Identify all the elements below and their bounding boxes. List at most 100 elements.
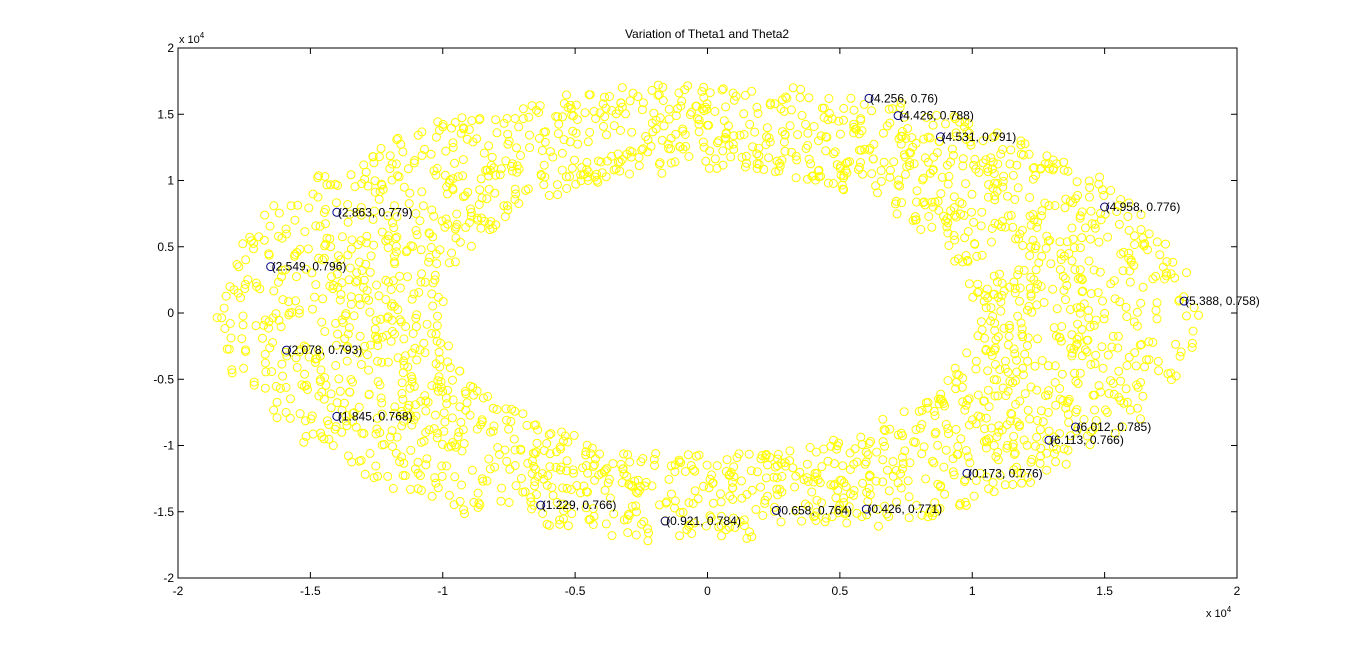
scatter-point <box>1001 391 1011 401</box>
scatter-point <box>747 86 757 96</box>
scatter-point <box>947 144 957 154</box>
scatter-point <box>983 167 993 177</box>
scatter-point <box>487 152 497 162</box>
scatter-point <box>422 319 432 329</box>
scatter-point <box>1096 387 1106 397</box>
scatter-point <box>943 179 953 189</box>
scatter-point <box>1026 272 1036 282</box>
scatter-point <box>397 421 407 431</box>
scatter-point <box>359 282 368 292</box>
annotated-point <box>1044 435 1054 445</box>
x-tick-label: -1.5 <box>300 584 321 598</box>
scatter-point <box>919 442 929 452</box>
scatter-point <box>352 268 362 278</box>
scatter-point <box>1019 265 1029 275</box>
scatter-point <box>1084 306 1093 315</box>
scatter-point <box>1085 182 1095 192</box>
scatter-point <box>365 448 375 458</box>
scatter-point <box>1059 444 1069 454</box>
scatter-point <box>406 412 416 422</box>
scatter-point <box>1032 416 1042 425</box>
scatter-point <box>899 407 909 417</box>
scatter-point <box>1162 271 1171 281</box>
scatter-point <box>588 504 598 514</box>
scatter-point <box>827 512 837 522</box>
scatter-point <box>402 245 412 255</box>
scatter-point <box>1077 275 1087 285</box>
scatter-point <box>562 90 571 100</box>
scatter-point <box>1125 277 1135 287</box>
scatter-point <box>791 151 801 161</box>
scatter-point <box>455 496 465 506</box>
scatter-point <box>943 218 953 228</box>
scatter-point <box>962 348 972 358</box>
scatter-point <box>1097 185 1107 195</box>
scatter-point <box>1112 207 1122 217</box>
scatter-point <box>377 332 387 342</box>
scatter-point <box>450 257 460 267</box>
scatter-point <box>678 144 688 154</box>
scatter-point <box>1155 250 1165 260</box>
scatter-point <box>849 119 859 129</box>
scatter-point <box>737 493 747 503</box>
scatter-point <box>781 461 791 471</box>
scatter-point <box>725 491 735 501</box>
scatter-point <box>552 180 562 190</box>
scatter-point <box>780 146 790 156</box>
scatter-point <box>319 434 329 444</box>
scatter-point <box>510 184 520 194</box>
scatter-point <box>713 138 722 148</box>
scatter-point <box>1114 219 1124 229</box>
scatter-point <box>589 106 599 116</box>
scatter-point <box>1090 223 1100 233</box>
scatter-point <box>605 92 614 101</box>
scatter-point <box>1055 333 1065 343</box>
scatter-point <box>565 172 574 182</box>
scatter-point <box>236 293 245 303</box>
scatter-point <box>460 386 470 396</box>
scatter-point <box>249 244 258 254</box>
scatter-point <box>999 286 1009 296</box>
scatter-point <box>994 427 1004 437</box>
scatter-point <box>415 471 425 481</box>
scatter-point <box>745 119 755 129</box>
scatter-point <box>726 467 736 477</box>
scatter-point <box>772 484 782 494</box>
scatter-point <box>582 157 592 167</box>
scatter-point <box>984 484 994 494</box>
annotation-label: (0.426, 0.771) <box>867 502 942 516</box>
scatter-point <box>504 424 514 434</box>
scatter-point <box>394 172 404 182</box>
scatter-point <box>1050 449 1059 459</box>
scatter-point <box>1138 282 1148 292</box>
scatter-point <box>1189 303 1199 313</box>
scatter-point <box>437 216 447 226</box>
scatter-point <box>1124 225 1134 235</box>
scatter-point <box>759 164 769 174</box>
scatter-point <box>375 428 385 438</box>
scatter-point <box>846 93 856 103</box>
scatter-point <box>272 413 282 423</box>
x-tick-label: -2 <box>173 584 184 598</box>
scatter-point <box>370 187 380 197</box>
scatter-point <box>514 122 524 132</box>
scatter-point <box>385 432 395 442</box>
scatter-point <box>281 407 291 417</box>
scatter-point <box>221 291 231 301</box>
scatter-point <box>670 503 680 513</box>
scatter-point <box>1014 265 1024 275</box>
scatter-point <box>1119 398 1129 408</box>
scatter-point <box>728 88 738 98</box>
scatter-point <box>777 95 787 105</box>
scatter-point <box>1106 186 1116 195</box>
scatter-point <box>963 227 973 236</box>
scatter-point <box>643 524 653 534</box>
scatter-point <box>1032 300 1042 310</box>
scatter-point <box>504 498 514 507</box>
scatter-point <box>264 323 273 333</box>
scatter-point <box>260 358 270 368</box>
scatter-point <box>467 116 477 126</box>
scatter-point <box>303 244 313 254</box>
scatter-point <box>944 429 953 439</box>
scatter-point <box>1012 160 1022 170</box>
